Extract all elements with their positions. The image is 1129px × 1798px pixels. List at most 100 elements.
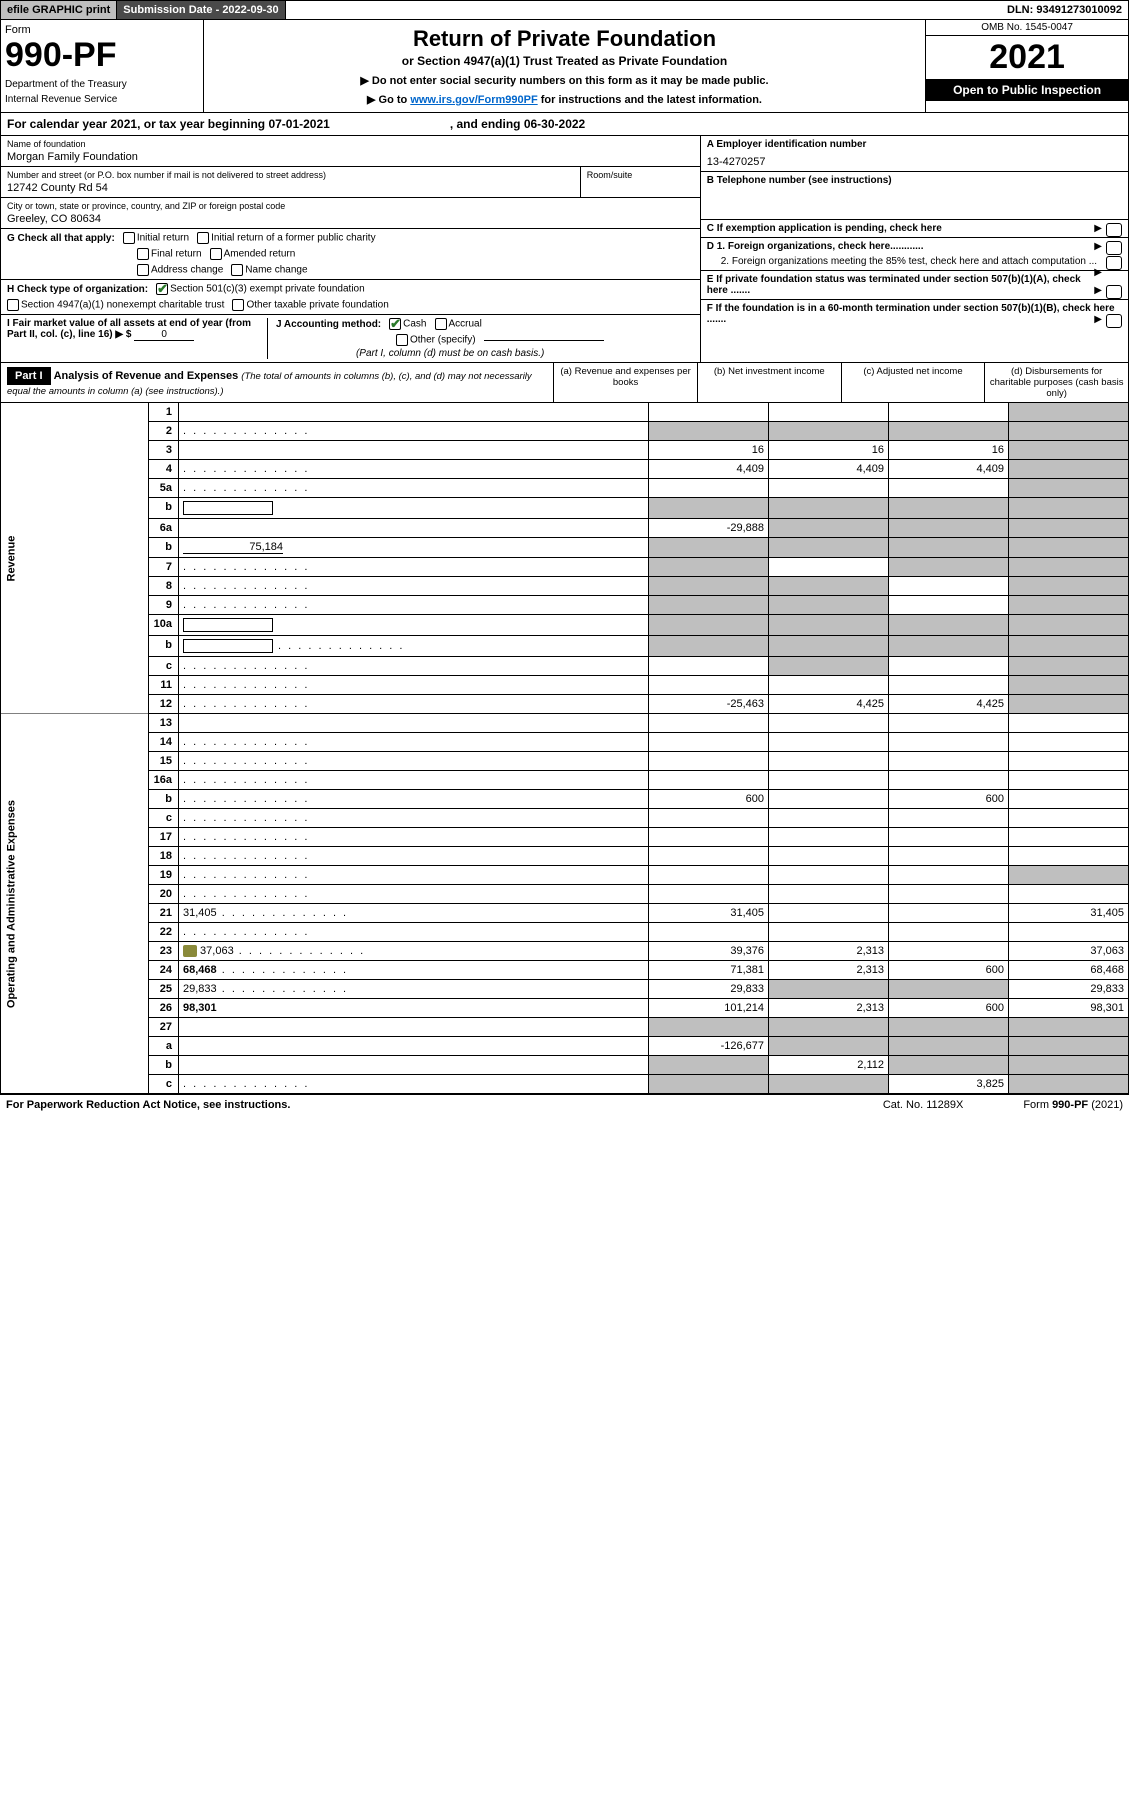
amount-col-c bbox=[889, 923, 1009, 942]
instr-ssn: ▶ Do not enter social security numbers o… bbox=[210, 74, 919, 87]
amount-col-b bbox=[769, 519, 889, 538]
revenue-side-label: Revenue bbox=[1, 403, 149, 714]
line-description bbox=[179, 828, 649, 847]
line-number: 15 bbox=[149, 752, 179, 771]
line-number: c bbox=[149, 1075, 179, 1094]
amount-col-a: 4,409 bbox=[649, 460, 769, 479]
amount-col-a bbox=[649, 828, 769, 847]
amount-col-a bbox=[649, 752, 769, 771]
table-row: 2698,301101,2142,31360098,301 bbox=[1, 999, 1129, 1018]
line-number: 10a bbox=[149, 615, 179, 636]
line-number: b bbox=[149, 538, 179, 558]
amount-col-a: -126,677 bbox=[649, 1037, 769, 1056]
chk-other-taxable[interactable] bbox=[232, 299, 244, 311]
line-description: 29,833 bbox=[179, 980, 649, 999]
j-note: (Part I, column (d) must be on cash basi… bbox=[356, 348, 694, 359]
amount-col-c: 4,425 bbox=[889, 695, 1009, 714]
amount-col-d bbox=[1009, 498, 1129, 519]
line-number: 11 bbox=[149, 676, 179, 695]
amount-col-d bbox=[1009, 615, 1129, 636]
chk-initial-return[interactable] bbox=[123, 232, 135, 244]
attachment-icon[interactable] bbox=[183, 945, 197, 957]
efile-print-button[interactable]: efile GRAPHIC print bbox=[1, 1, 117, 19]
amount-col-c bbox=[889, 636, 1009, 657]
top-bar: efile GRAPHIC print Submission Date - 20… bbox=[0, 0, 1129, 20]
amount-col-d bbox=[1009, 790, 1129, 809]
amount-col-b bbox=[769, 904, 889, 923]
amount-col-d bbox=[1009, 733, 1129, 752]
chk-final-return[interactable] bbox=[137, 248, 149, 260]
line-number: b bbox=[149, 1056, 179, 1075]
chk-e[interactable] bbox=[1106, 285, 1122, 299]
amount-col-c bbox=[889, 558, 1009, 577]
line-number: 5a bbox=[149, 479, 179, 498]
chk-f[interactable] bbox=[1106, 314, 1122, 328]
amount-col-b: 4,425 bbox=[769, 695, 889, 714]
chk-501c3[interactable] bbox=[156, 283, 168, 295]
amount-col-c: 16 bbox=[889, 441, 1009, 460]
amount-col-d bbox=[1009, 847, 1129, 866]
line-description bbox=[179, 923, 649, 942]
i-label: I Fair market value of all assets at end… bbox=[7, 318, 251, 340]
amount-col-b bbox=[769, 498, 889, 519]
ein-value: 13-4270257 bbox=[707, 156, 1122, 168]
amount-col-d bbox=[1009, 403, 1129, 422]
amount-col-b bbox=[769, 577, 889, 596]
amount-col-a: 29,833 bbox=[649, 980, 769, 999]
chk-name-change[interactable] bbox=[231, 264, 243, 276]
chk-c[interactable] bbox=[1106, 223, 1122, 237]
amount-col-b: 2,313 bbox=[769, 942, 889, 961]
chk-initial-former[interactable] bbox=[197, 232, 209, 244]
submission-date: Submission Date - 2022-09-30 bbox=[117, 1, 285, 19]
opt-amended-return: Amended return bbox=[224, 249, 296, 260]
chk-amended-return[interactable] bbox=[210, 248, 222, 260]
amount-col-d bbox=[1009, 577, 1129, 596]
amount-col-a: 16 bbox=[649, 441, 769, 460]
chk-4947a1[interactable] bbox=[7, 299, 19, 311]
amount-col-b bbox=[769, 422, 889, 441]
amount-col-c bbox=[889, 538, 1009, 558]
amount-col-a bbox=[649, 923, 769, 942]
col-c-header: (c) Adjusted net income bbox=[841, 363, 985, 402]
open-to-public: Open to Public Inspection bbox=[926, 79, 1128, 101]
line-number: 25 bbox=[149, 980, 179, 999]
col-d-header: (d) Disbursements for charitable purpose… bbox=[984, 363, 1128, 402]
chk-cash[interactable] bbox=[389, 318, 401, 330]
form990pf-link[interactable]: www.irs.gov/Form990PF bbox=[410, 94, 537, 106]
line-description bbox=[179, 1056, 649, 1075]
amount-col-c bbox=[889, 422, 1009, 441]
amount-col-d bbox=[1009, 828, 1129, 847]
amount-col-d bbox=[1009, 1037, 1129, 1056]
amount-col-c bbox=[889, 733, 1009, 752]
amount-col-a bbox=[649, 558, 769, 577]
amount-col-a bbox=[649, 866, 769, 885]
chk-d2[interactable] bbox=[1106, 256, 1122, 270]
amount-col-d bbox=[1009, 479, 1129, 498]
amount-col-d: 98,301 bbox=[1009, 999, 1129, 1018]
line-number: 17 bbox=[149, 828, 179, 847]
chk-accrual[interactable] bbox=[435, 318, 447, 330]
chk-d1[interactable] bbox=[1106, 241, 1122, 255]
form-word: Form bbox=[5, 24, 199, 36]
instr-pre: ▶ Go to bbox=[367, 94, 410, 106]
foundation-name: Morgan Family Foundation bbox=[7, 151, 694, 163]
line-description bbox=[179, 479, 649, 498]
line-number: b bbox=[149, 498, 179, 519]
ein-label: A Employer identification number bbox=[707, 139, 1122, 150]
analysis-table: Revenue12316161644,4094,4094,4095ab 6a-2… bbox=[0, 403, 1129, 1094]
table-row: 2 bbox=[1, 422, 1129, 441]
col-a-header: (a) Revenue and expenses per books bbox=[553, 363, 697, 402]
amount-col-a bbox=[649, 1075, 769, 1094]
chk-address-change[interactable] bbox=[137, 264, 149, 276]
amount-col-b bbox=[769, 615, 889, 636]
amount-col-a: 71,381 bbox=[649, 961, 769, 980]
amount-col-d: 29,833 bbox=[1009, 980, 1129, 999]
amount-col-a: 600 bbox=[649, 790, 769, 809]
i-value: 0 bbox=[134, 329, 194, 341]
amount-col-d bbox=[1009, 771, 1129, 790]
address-label: Number and street (or P.O. box number if… bbox=[7, 170, 580, 180]
table-row: 12-25,4634,4254,425 bbox=[1, 695, 1129, 714]
amount-col-c: 600 bbox=[889, 790, 1009, 809]
omb-number: OMB No. 1545-0047 bbox=[926, 20, 1128, 36]
chk-other-method[interactable] bbox=[396, 334, 408, 346]
